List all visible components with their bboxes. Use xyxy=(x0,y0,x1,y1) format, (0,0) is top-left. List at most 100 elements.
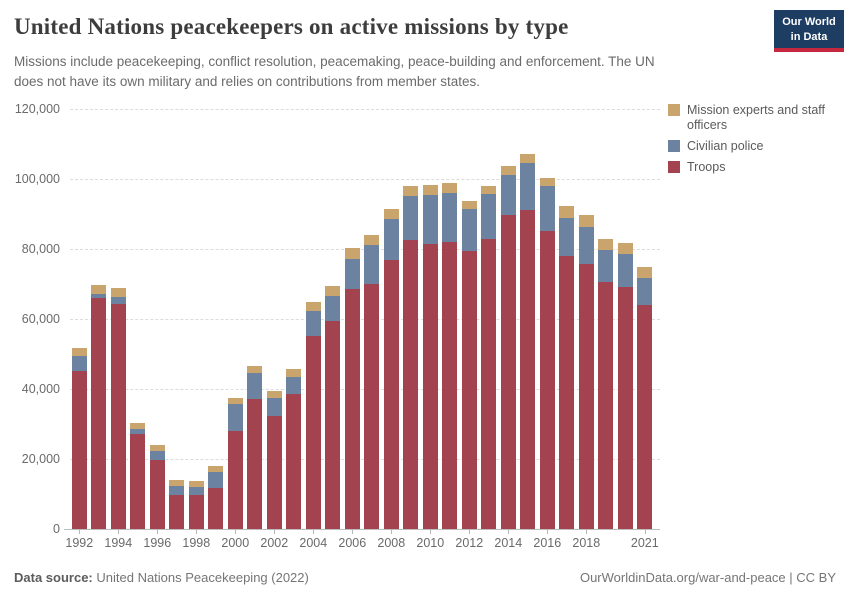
x-axis-label-2016: 2016 xyxy=(533,536,562,550)
bar-2000[interactable] xyxy=(227,398,243,529)
bar-2015[interactable] xyxy=(520,154,536,529)
bar-1995[interactable] xyxy=(130,422,146,529)
bar-2018[interactable] xyxy=(578,215,594,529)
legend-item-civilian-police[interactable]: Civilian police xyxy=(668,139,845,154)
bar-2002[interactable] xyxy=(266,391,282,529)
segment-troops xyxy=(227,431,243,529)
segment-civilian-police xyxy=(247,373,263,399)
segment-mission-experts-and-staff-officers xyxy=(559,205,575,218)
segment-mission-experts-and-staff-officers xyxy=(91,285,107,294)
segment-troops xyxy=(442,241,458,529)
segment-civilian-police xyxy=(169,485,185,495)
bar-2019[interactable] xyxy=(598,238,614,529)
segment-troops xyxy=(559,256,575,529)
bar-2007[interactable] xyxy=(364,234,380,529)
subtitle-line-2: does not have its own military and relie… xyxy=(14,74,480,90)
segment-mission-experts-and-staff-officers xyxy=(305,302,321,312)
bar-1998[interactable] xyxy=(188,481,204,529)
bar-1994[interactable] xyxy=(110,287,126,530)
segment-troops xyxy=(500,215,516,529)
segment-mission-experts-and-staff-officers xyxy=(266,391,282,399)
bar-2006[interactable] xyxy=(344,248,360,529)
segment-civilian-police xyxy=(578,227,594,264)
segment-mission-experts-and-staff-officers xyxy=(227,398,243,405)
segment-troops xyxy=(91,298,107,529)
footer: Data source: United Nations Peacekeeping… xyxy=(14,570,836,585)
bar-2001[interactable] xyxy=(247,365,263,529)
segment-troops xyxy=(130,433,146,529)
bar-2017[interactable] xyxy=(559,205,575,529)
segment-troops xyxy=(520,210,536,529)
segment-civilian-police xyxy=(617,253,633,288)
x-axis-baseline xyxy=(64,529,660,530)
segment-mission-experts-and-staff-officers xyxy=(442,183,458,193)
bar-2021[interactable] xyxy=(637,267,653,529)
x-axis-tick-2006 xyxy=(352,529,354,534)
legend-item-troops[interactable]: Troops xyxy=(668,160,845,175)
segment-civilian-police xyxy=(325,295,341,321)
x-axis-tick-2021 xyxy=(644,529,646,534)
segment-troops xyxy=(149,460,165,529)
segment-mission-experts-and-staff-officers xyxy=(617,243,633,254)
segment-mission-experts-and-staff-officers xyxy=(325,285,341,296)
segment-mission-experts-and-staff-officers xyxy=(481,186,497,195)
segment-troops xyxy=(71,371,87,529)
bar-2020[interactable] xyxy=(617,243,633,529)
segment-mission-experts-and-staff-officers xyxy=(539,177,555,187)
x-axis-tick-2004 xyxy=(313,529,315,534)
segment-mission-experts-and-staff-officers xyxy=(637,267,653,279)
bar-2016[interactable] xyxy=(539,177,555,529)
segment-mission-experts-and-staff-officers xyxy=(169,479,185,486)
legend-item-mission-experts[interactable]: Mission experts and staff officers xyxy=(668,103,845,133)
x-axis-tick-2016 xyxy=(547,529,549,534)
bar-2005[interactable] xyxy=(325,285,341,529)
segment-troops xyxy=(383,259,399,529)
segment-civilian-police xyxy=(559,217,575,257)
segment-mission-experts-and-staff-officers xyxy=(71,348,87,356)
segment-civilian-police xyxy=(130,429,146,434)
x-axis-tick-2012 xyxy=(469,529,471,534)
segment-civilian-police xyxy=(286,376,302,394)
x-axis-tick-2010 xyxy=(430,529,432,534)
segment-troops xyxy=(110,304,126,529)
segment-civilian-police xyxy=(481,194,497,239)
bar-1997[interactable] xyxy=(169,479,185,529)
x-axis-label-1994: 1994 xyxy=(104,536,133,550)
bar-1996[interactable] xyxy=(149,444,165,529)
bar-2012[interactable] xyxy=(461,200,477,529)
segment-mission-experts-and-staff-officers xyxy=(130,422,146,430)
data-source-note: Data source: United Nations Peacekeeping… xyxy=(14,570,309,585)
bar-2003[interactable] xyxy=(286,369,302,529)
bar-2004[interactable] xyxy=(305,302,321,529)
y-axis-label-120000: 120,000 xyxy=(14,102,60,116)
chart-title: United Nations peacekeepers on active mi… xyxy=(14,14,569,39)
bar-2009[interactable] xyxy=(403,186,419,529)
bar-2014[interactable] xyxy=(500,166,516,529)
bar-2010[interactable] xyxy=(422,184,438,529)
x-axis-label-2000: 2000 xyxy=(221,536,250,550)
segment-mission-experts-and-staff-officers xyxy=(461,200,477,210)
segment-civilian-police xyxy=(344,259,360,289)
gridline-100000 xyxy=(70,179,660,180)
owid-logo[interactable]: Our World in Data xyxy=(774,10,844,53)
segment-civilian-police xyxy=(500,174,516,216)
segment-mission-experts-and-staff-officers xyxy=(247,365,263,374)
bar-2013[interactable] xyxy=(481,186,497,529)
data-source-value: United Nations Peacekeeping (2022) xyxy=(96,570,309,585)
bar-2008[interactable] xyxy=(383,208,399,529)
bar-1993[interactable] xyxy=(91,285,107,529)
data-source-label: Data source: xyxy=(14,570,93,585)
bar-2011[interactable] xyxy=(442,183,458,529)
segment-mission-experts-and-staff-officers xyxy=(422,184,438,195)
bar-1999[interactable] xyxy=(208,466,224,529)
credit-link[interactable]: OurWorldinData.org/war-and-peace | CC BY xyxy=(579,570,836,585)
x-axis-tick-2000 xyxy=(235,529,237,534)
segment-troops xyxy=(461,251,477,529)
segment-civilian-police xyxy=(442,192,458,242)
x-axis-tick-1994 xyxy=(118,529,120,534)
subtitle-line-1: Missions include peacekeeping, conflict … xyxy=(14,54,655,69)
bar-1992[interactable] xyxy=(71,348,87,529)
segment-mission-experts-and-staff-officers xyxy=(286,369,302,377)
segment-mission-experts-and-staff-officers xyxy=(208,466,224,472)
